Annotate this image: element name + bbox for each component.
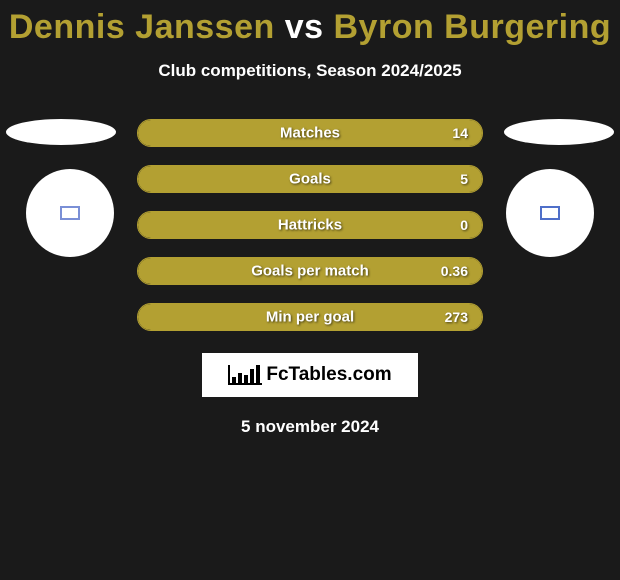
logo: FcTables.com <box>228 364 391 386</box>
comparison-panel: Matches 14 Goals 5 Hattricks 0 Goals per match… <box>0 119 620 331</box>
stat-bar-label: Goals <box>289 171 331 188</box>
stat-bar: Min per goal 273 <box>137 303 483 331</box>
stat-bar-value: 0 <box>460 217 468 233</box>
stat-bar-label: Hattricks <box>278 217 342 234</box>
logo-text: FcTables.com <box>266 364 391 386</box>
player1-name: Dennis Janssen <box>9 8 275 46</box>
player1-badge <box>26 169 114 257</box>
player2-badge <box>506 169 594 257</box>
stat-bar-value: 273 <box>445 309 468 325</box>
stat-bar-value: 14 <box>452 125 468 141</box>
player1-badge-icon <box>60 206 80 220</box>
stat-bar: Goals 5 <box>137 165 483 193</box>
player2-ellipse <box>504 119 614 145</box>
logo-chart-icon <box>228 365 262 385</box>
stat-bars: Matches 14 Goals 5 Hattricks 0 Goals per match… <box>137 119 483 331</box>
subtitle: Club competitions, Season 2024/2025 <box>0 61 620 81</box>
player2-name: Byron Burgering <box>334 8 612 46</box>
player2-badge-icon <box>540 206 560 220</box>
date-text: 5 november 2024 <box>0 417 620 437</box>
player1-ellipse <box>6 119 116 145</box>
logo-box: FcTables.com <box>202 353 418 397</box>
vs-text: vs <box>285 8 324 46</box>
stat-bar-label: Matches <box>280 125 340 142</box>
stat-bar: Hattricks 0 <box>137 211 483 239</box>
stat-bar-value: 0.36 <box>441 263 468 279</box>
stat-bar-label: Min per goal <box>266 309 354 326</box>
stat-bar-label: Goals per match <box>251 263 369 280</box>
stat-bar-value: 5 <box>460 171 468 187</box>
stat-bar: Goals per match 0.36 <box>137 257 483 285</box>
page-title: Dennis Janssen vs Byron Burgering <box>0 0 620 47</box>
stat-bar: Matches 14 <box>137 119 483 147</box>
